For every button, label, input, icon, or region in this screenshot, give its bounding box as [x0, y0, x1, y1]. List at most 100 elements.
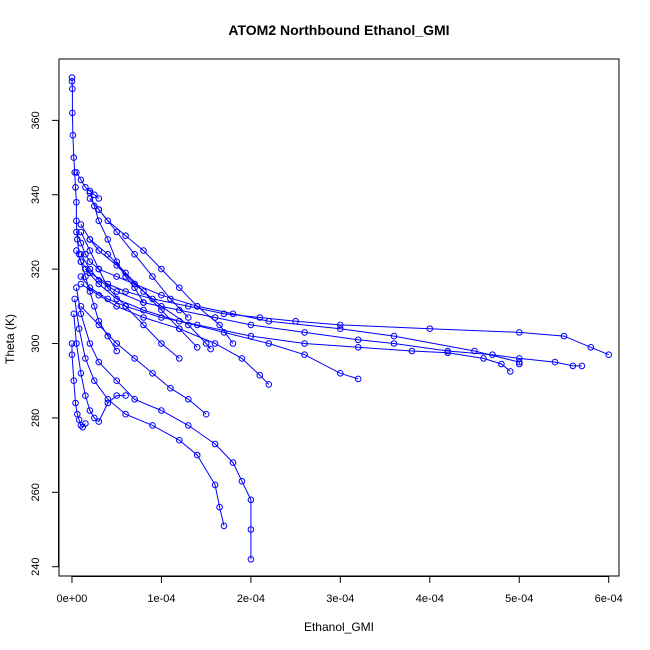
data-point [247, 321, 255, 329]
data-point [77, 239, 85, 247]
data-point [149, 295, 156, 303]
data-point [516, 329, 523, 336]
data-point [238, 477, 246, 485]
data-point [86, 340, 94, 347]
series-line [85, 268, 359, 380]
data-point [202, 340, 210, 347]
data-point [444, 347, 452, 355]
data-point [220, 522, 228, 530]
x-tick-label: 2e-04 [237, 593, 265, 605]
data-point [158, 291, 165, 299]
data-point [113, 303, 120, 310]
data-point [516, 355, 523, 362]
data-point [390, 340, 398, 347]
data-point [68, 78, 76, 85]
data-point [82, 420, 89, 427]
data-point [113, 392, 120, 399]
data-point [104, 284, 112, 292]
x-axis-label: Ethanol_GMI [304, 620, 374, 634]
data-point [113, 288, 120, 295]
data-point [158, 407, 165, 414]
y-tick-label: 280 [30, 409, 42, 427]
data-point [68, 74, 76, 81]
data-point [140, 321, 147, 329]
data-point [95, 217, 103, 225]
data-point [95, 280, 103, 288]
series-line [71, 343, 86, 428]
data-point [71, 295, 78, 303]
data-point [211, 340, 219, 347]
data-series [71, 295, 228, 530]
data-point [95, 195, 103, 202]
y-tick-label: 340 [30, 186, 42, 204]
data-point [176, 325, 183, 333]
data-point [75, 325, 83, 333]
data-point [69, 85, 76, 93]
data-point [471, 347, 478, 355]
data-point [82, 184, 89, 191]
data-point [193, 303, 201, 310]
data-point [86, 187, 94, 195]
data-point [507, 368, 514, 375]
data-point [292, 317, 299, 325]
series-layer [68, 74, 613, 563]
data-point [113, 340, 120, 347]
data-point [104, 396, 112, 403]
data-point [73, 247, 80, 254]
data-point [560, 332, 568, 340]
data-point [516, 360, 523, 368]
data-point [91, 303, 98, 310]
data-point [489, 351, 496, 359]
y-tick-label: 300 [30, 334, 42, 352]
data-point [256, 371, 264, 379]
data-series [77, 258, 120, 355]
data-point [73, 169, 80, 176]
data-point [140, 299, 147, 306]
y-tick-label: 240 [30, 558, 42, 576]
data-point [426, 325, 434, 333]
y-tick-label: 260 [30, 483, 42, 501]
chart-title: ATOM2 Northbound Ethanol_GMI [228, 22, 449, 38]
data-point [158, 265, 165, 273]
data-point [207, 345, 214, 353]
data-point [193, 344, 201, 351]
data-point [229, 310, 237, 318]
data-series [73, 169, 103, 202]
data-series [77, 221, 214, 353]
data-point [149, 370, 156, 377]
data-point [122, 273, 129, 280]
data-point [77, 303, 85, 310]
data-series [77, 228, 183, 362]
data-point [587, 344, 595, 351]
data-point [337, 370, 344, 377]
data-point [91, 202, 98, 210]
data-point [122, 232, 129, 239]
data-point [131, 396, 138, 403]
data-point [77, 310, 85, 318]
data-point [77, 280, 85, 288]
series-line [80, 261, 118, 352]
data-point [122, 269, 129, 277]
data-point [185, 396, 192, 403]
data-point [301, 329, 308, 336]
data-point [104, 399, 112, 407]
data-point [131, 251, 138, 258]
data-point [256, 314, 264, 321]
data-point [122, 303, 129, 310]
data-point [131, 355, 138, 362]
data-point [104, 217, 112, 225]
data-point [569, 362, 577, 370]
data-point [158, 340, 165, 347]
data-point [86, 258, 94, 266]
data-point [113, 258, 120, 266]
data-point [82, 392, 89, 399]
data-point [216, 321, 223, 329]
data-point [444, 349, 452, 357]
data-point [140, 306, 147, 314]
data-point [158, 306, 165, 314]
data-point [498, 360, 505, 368]
data-point [140, 288, 147, 295]
data-point [247, 556, 255, 563]
